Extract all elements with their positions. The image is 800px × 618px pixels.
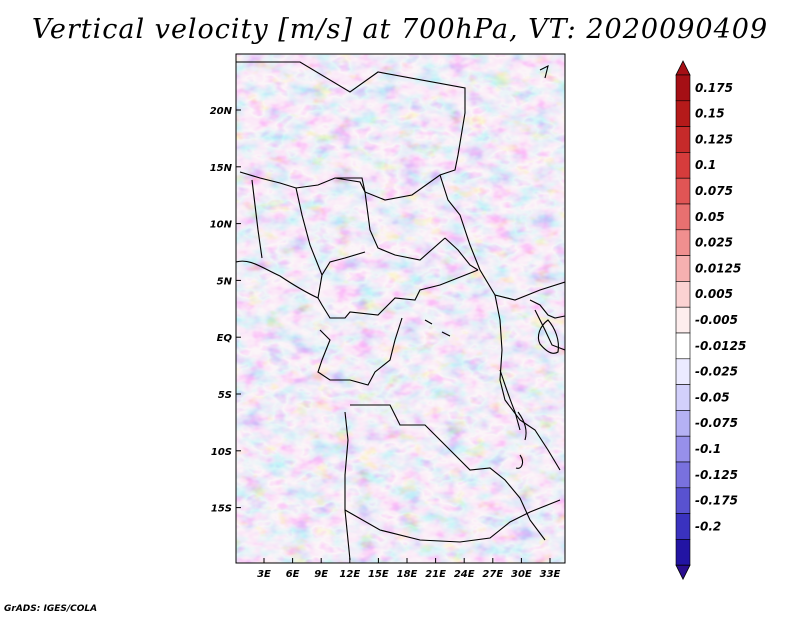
lon-label: 27E <box>482 569 503 580</box>
lat-label: 10N <box>210 220 233 231</box>
colorbar-swatch <box>675 229 691 256</box>
colorbar-swatch <box>675 100 691 127</box>
colorbar-label: -0.125 <box>695 468 738 482</box>
colorbar-label: -0.2 <box>695 519 721 533</box>
lon-label: 24E <box>454 569 475 580</box>
colorbar-label: 0.025 <box>695 236 733 250</box>
lat-label: 5S <box>218 390 232 401</box>
lon-label: 15E <box>368 569 389 580</box>
colorbar-swatch <box>675 74 691 102</box>
lat-label: 5N <box>217 276 233 287</box>
latitude-axis: 20N 15N 10N 5N EQ 5S 10S 15S <box>210 106 241 515</box>
colorbar-label: 0.125 <box>695 132 733 146</box>
colorbar-swatch <box>675 435 691 463</box>
colorbar-top-arrow <box>675 60 691 76</box>
colorbar-label: 0.075 <box>695 184 733 198</box>
colorbar-swatch <box>675 177 691 205</box>
colorbar-label: -0.1 <box>695 442 721 456</box>
colorbar-label: -0.175 <box>695 494 738 508</box>
lon-label: 9E <box>314 569 328 580</box>
colorbar-swatch <box>675 410 691 437</box>
lon-label: 21E <box>425 569 446 580</box>
colorbar-label: -0.05 <box>695 390 730 404</box>
lat-label: 15N <box>210 163 233 174</box>
colorbar-swatch <box>675 281 691 308</box>
lat-label: 10S <box>211 447 232 458</box>
lat-label: EQ <box>217 333 233 344</box>
colorbar-swatch <box>675 487 691 514</box>
colorbar-swatch <box>675 384 691 411</box>
lon-label: 33E <box>540 569 561 580</box>
grads-credit: GrADS: IGES/COLA <box>4 604 98 614</box>
colorbar-swatch <box>675 255 691 282</box>
lon-label: 30E <box>511 569 532 580</box>
lat-label: 15S <box>211 504 232 515</box>
plot-title: Vertical velocity [m/s] at 700hPa, VT: 2… <box>31 14 769 45</box>
lon-label: 6E <box>286 569 300 580</box>
colorbar-label: 0.05 <box>695 210 725 224</box>
colorbar-swatch <box>675 126 691 153</box>
colorbar-swatch <box>675 306 691 334</box>
colorbar-swatch <box>675 461 691 489</box>
colorbar-label: -0.025 <box>695 365 738 379</box>
colorbar: 0.175 0.15 0.125 0.1 0.075 0.05 0.025 0.0125 0.0… <box>675 60 746 581</box>
map-frame <box>235 53 566 564</box>
lon-label: 18E <box>397 569 418 580</box>
colorbar-label: -0.075 <box>695 416 738 430</box>
colorbar-label: -0.0125 <box>695 339 746 353</box>
colorbar-swatch <box>675 539 691 566</box>
colorbar-swatch <box>675 513 691 540</box>
colorbar-label: 0.0125 <box>695 261 741 275</box>
lon-label: 3E <box>257 569 271 580</box>
velocity-field <box>236 54 565 563</box>
lon-label: 12E <box>339 569 360 580</box>
longitude-axis: 3E 6E 9E 12E 15E 18E 21E 24E 27E 30E 33E <box>257 558 561 580</box>
colorbar-label: 0.005 <box>695 287 733 301</box>
colorbar-swatch <box>675 152 691 179</box>
colorbar-label: 0.1 <box>695 158 716 172</box>
colorbar-swatch <box>675 203 691 231</box>
colorbar-label: -0.005 <box>695 313 738 327</box>
colorbar-swatch <box>675 358 691 385</box>
lat-label: 20N <box>210 106 233 117</box>
country-borders <box>236 61 565 561</box>
colorbar-bottom-arrow <box>675 564 691 581</box>
colorbar-swatch <box>675 332 691 360</box>
colorbar-label: 0.175 <box>695 81 733 95</box>
colorbar-label: 0.15 <box>695 107 725 121</box>
